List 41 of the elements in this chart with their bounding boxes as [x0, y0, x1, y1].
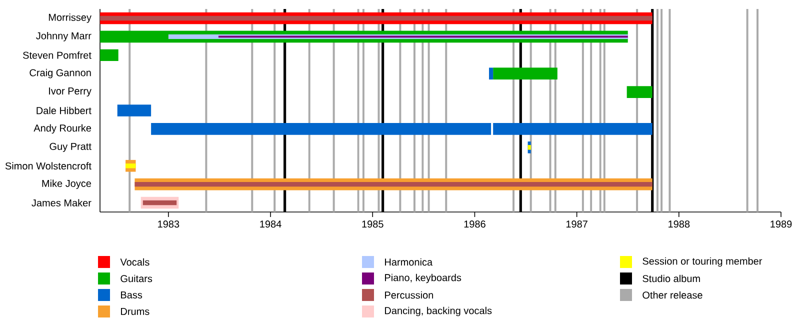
- x-tick-label: 1986: [464, 220, 486, 228]
- bar: [493, 123, 652, 135]
- x-tick-label: 1987: [566, 220, 588, 228]
- bar: [142, 200, 177, 206]
- legend-label: Harmonica: [385, 258, 433, 266]
- y-tick-label: Ivor Perry: [49, 88, 92, 97]
- y-tick-label: Steven Pomfret: [23, 51, 92, 59]
- y-tick-label: Guy Pratt: [50, 142, 92, 152]
- bar: [489, 68, 494, 80]
- legend-label: Piano, keyboards: [385, 274, 462, 284]
- bar: [126, 163, 136, 168]
- legend-label: Drums: [121, 308, 150, 315]
- y-tick-label: Johnny Marr: [36, 32, 92, 42]
- x-tick-label: 1985: [362, 220, 384, 228]
- legend-label: Session or touring member: [642, 257, 762, 267]
- bar: [528, 145, 531, 150]
- bar: [100, 16, 652, 21]
- bar: [100, 49, 118, 62]
- legend-label: Dancing, backing vocals: [385, 306, 492, 316]
- bar: [493, 68, 558, 80]
- x-tick-label: 1984: [260, 220, 282, 228]
- x-tick-label: 1989: [770, 220, 792, 228]
- legend-label: Vocals: [120, 258, 150, 266]
- y-tick-label: Simon Wolstencroft: [5, 162, 92, 170]
- y-tick-label: Andy Rourke: [34, 124, 92, 134]
- text: Other release: [642, 291, 702, 299]
- y-tick-label: Craig Gannon: [30, 68, 91, 78]
- bar: [151, 123, 492, 135]
- bar: [117, 104, 152, 116]
- y-tick-label: James Maker: [32, 199, 92, 206]
- y-tick-label: Mike Joyce: [42, 180, 92, 189]
- legend-label: Guitars: [120, 274, 152, 282]
- legend-label: Percussion: [385, 291, 434, 299]
- y-tick-label: Morrissey: [48, 14, 92, 23]
- x-tick-label: 1988: [668, 220, 690, 228]
- y-tick-label: Dale Hibbert: [36, 106, 92, 114]
- bar: [134, 182, 652, 187]
- text: Studio album: [642, 274, 700, 282]
- x-tick-label: 1983: [158, 220, 180, 228]
- bar: [626, 86, 652, 98]
- legend-label: Bass: [121, 291, 142, 298]
